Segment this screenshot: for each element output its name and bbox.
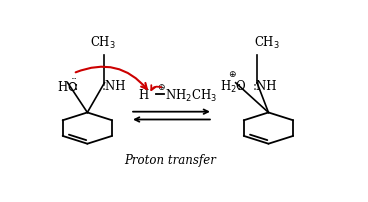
Text: :: : xyxy=(74,80,78,93)
Text: H: H xyxy=(138,88,149,101)
Text: CH$_3$: CH$_3$ xyxy=(254,35,280,51)
Text: $\oplus$: $\oplus$ xyxy=(229,69,237,79)
Text: H$_2$O: H$_2$O xyxy=(220,78,247,95)
Text: H$\ddot{\rm O}$: H$\ddot{\rm O}$ xyxy=(57,78,78,95)
Text: :NH: :NH xyxy=(253,80,277,93)
Text: :NH: :NH xyxy=(102,80,126,93)
Text: CH$_3$: CH$_3$ xyxy=(90,35,116,51)
Text: Proton transfer: Proton transfer xyxy=(124,153,216,166)
Text: NH$_2$CH$_3$: NH$_2$CH$_3$ xyxy=(165,87,217,103)
Text: :: : xyxy=(237,80,242,93)
Text: $\oplus$: $\oplus$ xyxy=(156,81,165,92)
